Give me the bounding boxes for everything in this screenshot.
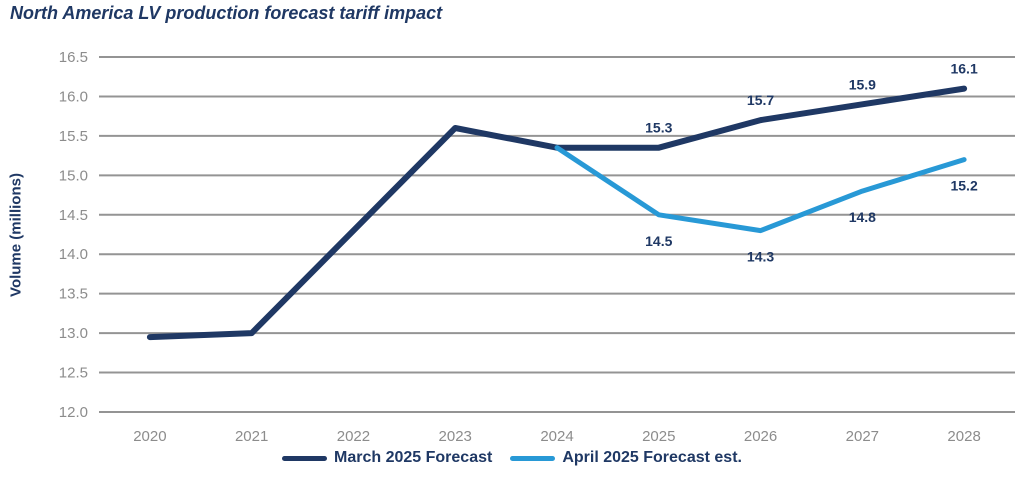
y-tick-label: 12.5 (59, 365, 88, 382)
data-label-march-2025-forecast-2025: 15.3 (645, 120, 672, 136)
data-label-march-2025-forecast-2028: 16.1 (950, 61, 977, 77)
y-tick-label: 15.5 (59, 128, 88, 145)
x-tick-label: 2027 (846, 428, 879, 445)
series-line-march-2025-forecast (146, 85, 968, 341)
y-tick-label: 13.0 (59, 325, 88, 342)
y-tick-label: 14.5 (59, 207, 88, 224)
y-tick-label: 16.5 (59, 49, 88, 66)
y-tick-label: 13.5 (59, 286, 88, 303)
x-tick-label: 2025 (642, 428, 675, 445)
data-label-april-2025-forecast-est-2026: 14.3 (747, 249, 774, 265)
data-label-april-2025-forecast-est-2025: 14.5 (645, 233, 672, 249)
data-label-april-2025-forecast-est-2027: 14.8 (849, 209, 876, 225)
legend-item-april-2025-forecast-est: April 2025 Forecast est. (510, 449, 742, 467)
y-tick-label: 16.0 (59, 88, 88, 105)
x-tick-label: 2020 (133, 428, 166, 445)
y-tick-label: 12.0 (59, 404, 88, 421)
x-tick-label: 2024 (540, 428, 573, 445)
data-label-april-2025-forecast-est-2028: 15.2 (950, 178, 977, 194)
legend-line-swatch-april-2025-forecast-est (510, 455, 556, 461)
x-tick-label: 2021 (235, 428, 268, 445)
x-tick-label: 2028 (947, 428, 980, 445)
x-tick-label: 2023 (439, 428, 472, 445)
chart-title: North America LV production forecast tar… (10, 3, 443, 23)
legend-label-march-2025-forecast: March 2025 Forecast (334, 449, 493, 466)
data-label-march-2025-forecast-2027: 15.9 (849, 76, 876, 92)
legend-label-april-2025-forecast-est: April 2025 Forecast est. (562, 449, 742, 466)
data-label-march-2025-forecast-2026: 15.7 (747, 92, 774, 108)
legend-item-march-2025-forecast: March 2025 Forecast (282, 449, 492, 467)
y-tick-label: 15.0 (59, 167, 88, 184)
series-line-april-2025-forecast-est (554, 145, 967, 234)
legend-line-swatch-march-2025-forecast (282, 455, 328, 461)
x-tick-label: 2026 (744, 428, 777, 445)
y-tick-label: 14.0 (59, 246, 88, 263)
legend: March 2025 Forecast April 2025 Forecast … (0, 449, 1024, 467)
x-tick-label: 2022 (337, 428, 370, 445)
